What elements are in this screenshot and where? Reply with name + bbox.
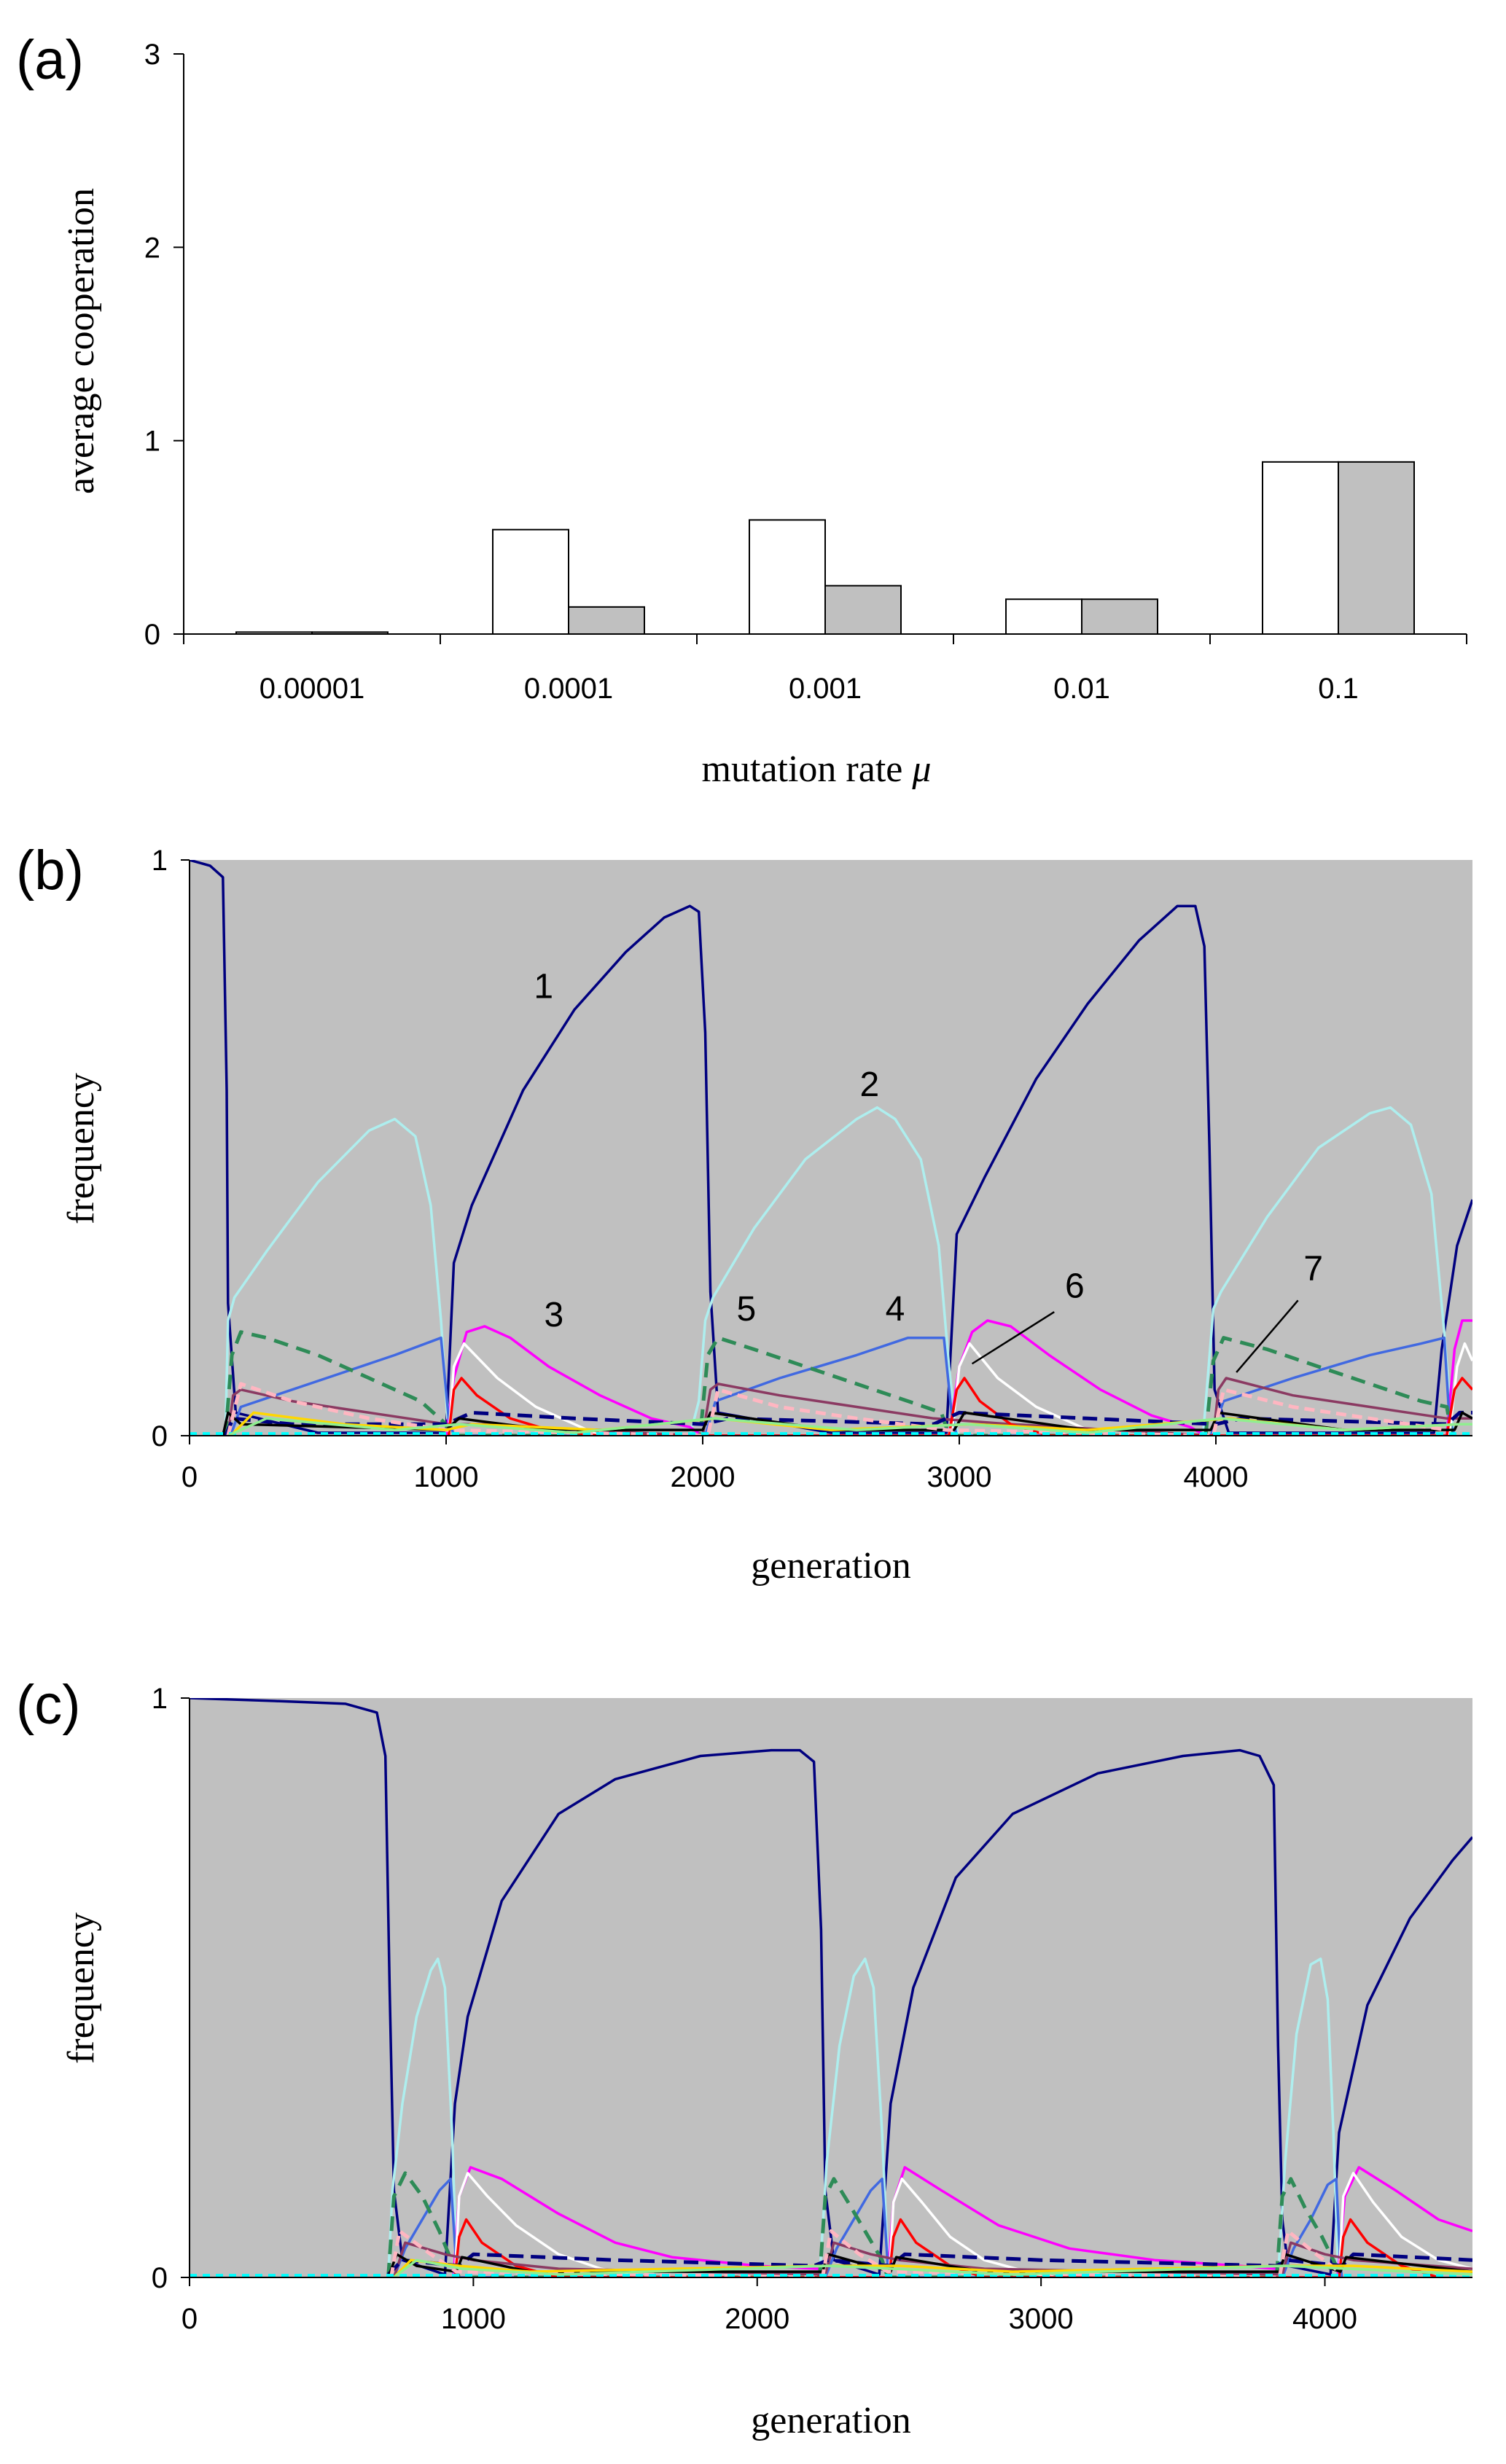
x-tick-label: 0	[182, 2303, 198, 2335]
series-line-11	[389, 2229, 1341, 2277]
series-line-4	[392, 2178, 1343, 2277]
bar-0.01-series-2	[1081, 598, 1158, 635]
panel-a-bar-chart: (a) 0.00001 0.0001 0.001 0.01 0.1 0 1 2 3 averag…	[16, 29, 1467, 790]
curve-label-3: 3	[544, 1296, 563, 1334]
series-line-14	[393, 2258, 1472, 2277]
series-line-10	[386, 2253, 1472, 2277]
bar-0.0001-series-2	[568, 606, 645, 635]
panel-a-y-tick-label: 1	[144, 426, 160, 458]
panel-a-x-tick-label: 0.1	[1318, 673, 1359, 705]
panel-a-y-axis-title: average cooperation	[61, 188, 102, 494]
panel-c-line-chart: (c) 0 1000 2000 3000 4000 0 1 frequency genera…	[16, 1674, 1472, 2441]
curve-label-leader	[971, 1311, 1055, 1365]
y-tick-label: 1	[152, 1683, 168, 1715]
series-line-5	[386, 2171, 1344, 2277]
mu-symbol: μ	[911, 748, 931, 790]
x-tick-label: 4000	[1184, 1461, 1249, 1493]
panel-a-axes: 0.00001 0.0001 0.001 0.01 0.1 0 1 2 3	[144, 39, 1467, 705]
panel-a-x-axis-title-text: mutation rate	[702, 748, 903, 790]
panel-c-series	[190, 1698, 1472, 2277]
series-line-4	[229, 1336, 1456, 1436]
panel-b-series	[190, 860, 1472, 1436]
panel-c-x-axis-title: generation	[751, 2400, 910, 2441]
series-line-14	[227, 1417, 1472, 1436]
curve-label-2: 2	[859, 1065, 879, 1104]
y-tick-label: 0	[152, 2262, 168, 2294]
panel-c-plot-area	[190, 1698, 1472, 2277]
series-line-1	[190, 860, 1472, 1434]
panel-c-axes: 0 1000 2000 3000 4000 0 1	[152, 1683, 1472, 2335]
series-line-8	[447, 1377, 1472, 1436]
series-line-6	[453, 2172, 1472, 2277]
curve-label-1: 1	[534, 968, 553, 1006]
panel-b-y-axis-title: frequency	[61, 1073, 102, 1224]
x-tick-label: 2000	[671, 1461, 736, 1493]
series-line-2	[386, 1957, 1342, 2277]
bar-0.1-series-1	[1262, 461, 1339, 635]
series-line-7	[453, 2218, 1439, 2277]
curve-label-7: 7	[1303, 1250, 1323, 1288]
panel-a-x-tick-label: 0.001	[789, 673, 862, 705]
x-tick-label: 2000	[725, 2303, 789, 2335]
panel-a-x-tick-label: 0.0001	[524, 673, 613, 705]
x-tick-label: 0	[182, 1461, 198, 1493]
panel-b-label: (b)	[16, 840, 84, 901]
panel-a-x-tick-label: 0.00001	[260, 673, 365, 705]
panel-b-plot-area	[190, 860, 1472, 1436]
y-tick-label: 0	[152, 1420, 168, 1452]
panel-c-y-axis-title: frequency	[61, 1912, 102, 2064]
panel-b-curve-labels: 1 2 3 4 5 6 7	[534, 968, 1323, 1373]
y-tick-label: 1	[152, 845, 168, 877]
bar-0.001-series-2	[824, 584, 902, 635]
panel-a-label: (a)	[16, 29, 84, 91]
x-tick-label: 1000	[441, 2303, 506, 2335]
bar-0.1-series-2	[1338, 461, 1415, 635]
bar-0.0001-series-1	[492, 528, 569, 635]
panel-a-x-axis-title: mutation rate μ	[702, 748, 932, 790]
panel-b-x-axis-title: generation	[751, 1545, 910, 1587]
panel-a-y-tick-label: 2	[144, 232, 160, 264]
panel-a-x-tick-label: 0.01	[1053, 673, 1110, 705]
series-line-2	[224, 1106, 1456, 1436]
bar-0.001-series-1	[749, 519, 826, 635]
panel-a-y-tick-label: 3	[144, 39, 160, 71]
bar-0.01-series-1	[1005, 598, 1082, 635]
x-tick-label: 3000	[1009, 2303, 1074, 2335]
curve-label-6: 6	[1065, 1267, 1085, 1305]
curve-label-5: 5	[736, 1290, 756, 1329]
series-line-9	[224, 1410, 1472, 1436]
x-tick-label: 3000	[927, 1461, 992, 1493]
panel-b-line-chart: (b) 0 1000 2000 3000 4000 0 1 1 2 3 4 5 6 7 frequenc…	[16, 840, 1472, 1587]
curve-label-leader	[1236, 1299, 1299, 1373]
series-line-11	[226, 1382, 1448, 1436]
panel-a-bars	[235, 461, 1415, 635]
panel-a-y-tick-label: 0	[144, 619, 160, 651]
x-tick-label: 4000	[1292, 2303, 1357, 2335]
panel-c-label: (c)	[16, 1674, 81, 1736]
x-tick-label: 1000	[414, 1461, 479, 1493]
panel-b-axes: 0 1000 2000 3000 4000 0 1	[152, 845, 1472, 1493]
series-line-7	[227, 1377, 1472, 1436]
series-line-8	[392, 2241, 1472, 2277]
curve-label-4: 4	[886, 1290, 905, 1329]
